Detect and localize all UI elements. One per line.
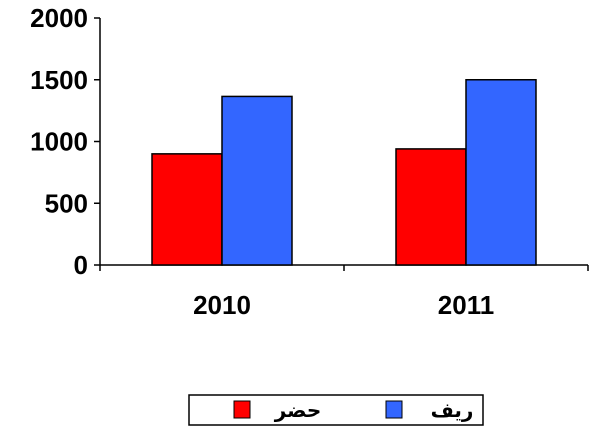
legend-swatch — [234, 401, 250, 418]
y-tick-label: 2000 — [30, 3, 88, 33]
legend-label: ريف — [431, 400, 474, 422]
bar-reef-2011 — [466, 80, 536, 265]
y-tick-label: 0 — [74, 250, 88, 280]
bar-hadar-2010 — [152, 154, 222, 265]
x-tick-label: 2010 — [193, 290, 251, 320]
legend: حضر ريف — [189, 395, 483, 425]
legend-swatch — [386, 401, 402, 418]
x-tick-label: 2011 — [438, 290, 494, 320]
y-tick-label: 1500 — [30, 65, 88, 95]
x-axis: 2010 2011 — [100, 265, 588, 320]
legend-label: حضر — [274, 400, 322, 422]
y-tick-label: 500 — [45, 188, 88, 218]
y-axis: 0 500 1000 1500 2000 — [30, 3, 100, 280]
bar-hadar-2011 — [396, 149, 466, 265]
y-tick-label: 1000 — [30, 127, 88, 157]
bar-reef-2010 — [222, 96, 292, 265]
bars — [152, 80, 536, 265]
